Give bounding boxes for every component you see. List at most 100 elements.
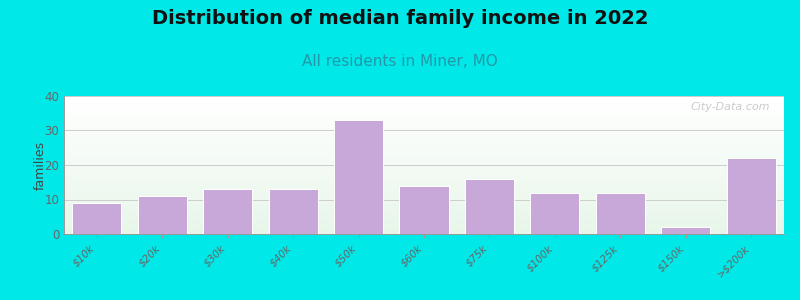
Bar (64, 228, 784, 229)
Bar (64, 170, 784, 171)
Bar (64, 122, 784, 123)
Bar (64, 124, 784, 125)
Bar (64, 115, 784, 116)
Bar (64, 229, 784, 230)
Bar (64, 213, 784, 214)
Bar (64, 177, 784, 178)
Bar (64, 156, 784, 157)
Bar (64, 116, 784, 117)
Bar (64, 221, 784, 222)
Bar (64, 201, 784, 202)
Bar (64, 188, 784, 189)
Bar (64, 206, 784, 207)
Bar (64, 147, 784, 148)
Bar (64, 163, 784, 164)
Text: City-Data.com: City-Data.com (690, 101, 770, 112)
Bar (64, 175, 784, 176)
Bar (64, 225, 784, 226)
Bar (64, 196, 784, 197)
Bar (64, 222, 784, 223)
Bar (64, 143, 784, 144)
Bar (64, 172, 784, 173)
Bar (64, 99, 784, 100)
Bar (64, 128, 784, 129)
Bar (64, 183, 784, 184)
Bar (64, 134, 784, 135)
Bar (64, 111, 784, 112)
Bar (138, 196, 186, 234)
Bar (64, 96, 784, 97)
Bar (64, 202, 784, 203)
Bar (269, 189, 318, 234)
Bar (596, 193, 645, 234)
Bar (64, 203, 784, 204)
Bar (64, 219, 784, 220)
Bar (64, 205, 784, 206)
Bar (64, 195, 784, 196)
Bar (64, 160, 784, 161)
Bar (64, 150, 784, 151)
Bar (64, 140, 784, 141)
Bar (64, 197, 784, 198)
Bar (64, 211, 784, 212)
Bar (64, 120, 784, 121)
Bar (64, 107, 784, 108)
Bar (64, 184, 784, 185)
Bar (64, 151, 784, 152)
Bar (203, 189, 252, 234)
Bar (64, 230, 784, 231)
Bar (64, 152, 784, 153)
Bar (64, 118, 784, 119)
Y-axis label: families: families (34, 140, 46, 190)
Bar (64, 142, 784, 143)
Bar (64, 215, 784, 216)
Bar (64, 137, 784, 138)
Bar (64, 110, 784, 111)
Bar (64, 157, 784, 158)
Bar (64, 189, 784, 190)
Bar (64, 208, 784, 209)
Bar (64, 135, 784, 136)
Bar (64, 178, 784, 179)
Bar (64, 209, 784, 210)
Bar (64, 126, 784, 127)
Bar (64, 165, 784, 166)
Bar (64, 167, 784, 168)
Bar (64, 158, 784, 159)
Bar (64, 193, 784, 194)
Bar (334, 120, 383, 234)
Bar (64, 199, 784, 200)
Bar (64, 108, 784, 109)
Bar (64, 217, 784, 218)
Bar (64, 146, 784, 147)
Bar (64, 136, 784, 137)
Bar (64, 176, 784, 177)
Bar (64, 145, 784, 146)
Bar (726, 158, 776, 234)
Bar (64, 194, 784, 195)
Bar (64, 159, 784, 160)
Bar (64, 123, 784, 124)
Bar (64, 207, 784, 208)
Bar (64, 181, 784, 182)
Bar (64, 164, 784, 165)
Bar (64, 131, 784, 132)
Bar (64, 129, 784, 130)
Text: Distribution of median family income in 2022: Distribution of median family income in … (152, 9, 648, 28)
Bar (64, 182, 784, 183)
Bar (64, 138, 784, 139)
Bar (64, 233, 784, 234)
Bar (64, 113, 784, 114)
Text: All residents in Miner, MO: All residents in Miner, MO (302, 54, 498, 69)
Bar (64, 224, 784, 225)
Bar (64, 105, 784, 106)
Bar (64, 191, 784, 192)
Bar (64, 220, 784, 221)
Bar (64, 132, 784, 133)
Bar (662, 227, 710, 234)
Bar (64, 102, 784, 103)
Bar (64, 214, 784, 215)
Bar (64, 179, 784, 180)
Bar (64, 168, 784, 169)
Bar (64, 141, 784, 142)
